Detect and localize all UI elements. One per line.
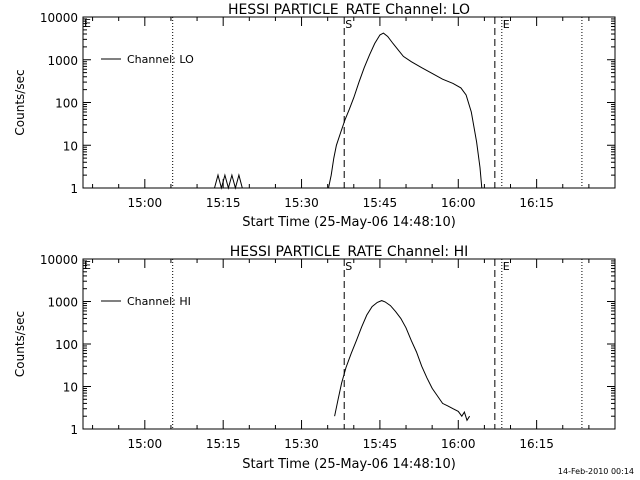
y-tick-label: 10000	[40, 11, 78, 25]
y-tick-label: 1000	[47, 296, 78, 310]
x-tick-label: 15:45	[363, 437, 398, 451]
y-axis-label: Counts/sec	[13, 311, 27, 377]
x-tick-label: 15:30	[284, 437, 319, 451]
y-tick-label: 10	[63, 381, 78, 395]
y-tick-label: 1	[70, 423, 78, 437]
vline-label: E	[503, 260, 510, 273]
series-line	[214, 32, 483, 190]
y-tick-label: 10000	[40, 253, 78, 267]
x-tick-label: 15:15	[206, 437, 241, 451]
chart-panel-2: HESSI PARTICLE_RATE Channel: HI 1 10 100 100…	[13, 244, 616, 472]
chart-title: HESSI PARTICLE_RATE Channel: LO	[228, 2, 470, 18]
plot-frame	[82, 16, 616, 189]
x-tick-label: 15:45	[363, 196, 398, 210]
corner-mark: E	[84, 17, 91, 30]
x-tick-label: 15:15	[206, 196, 241, 210]
x-axis-label: Start Time (25-May-06 14:48:10)	[242, 215, 456, 230]
plot-frame	[82, 258, 616, 430]
y-tick-label: 1000	[47, 54, 78, 68]
x-tick-label: 15:00	[128, 196, 163, 210]
y-tick-label: 1	[70, 182, 78, 196]
y-tick-label: 10	[63, 139, 78, 153]
x-tick-label: 16:15	[519, 437, 554, 451]
series-line	[334, 300, 471, 422]
y-tick-label: 100	[55, 97, 78, 111]
x-tick-label: 16:00	[441, 437, 476, 451]
y-axis-label: Counts/sec	[13, 69, 27, 135]
y-tick-label: 100	[55, 338, 78, 352]
chart-panel-1: HESSI PARTICLE_RATE Channel: LO 1 10 100 100…	[13, 2, 616, 230]
legend-label: Channel: HI	[127, 295, 191, 308]
legend-label: Channel: LO	[127, 53, 194, 66]
x-tick-label: 16:00	[441, 196, 476, 210]
chart-title: HESSI PARTICLE_RATE Channel: HI	[230, 244, 468, 260]
x-tick-label: 16:15	[519, 196, 554, 210]
x-axis-label: Start Time (25-May-06 14:48:10)	[242, 457, 456, 472]
vline-label: S	[345, 18, 352, 31]
vline-label: E	[503, 18, 510, 31]
x-tick-label: 15:30	[284, 196, 319, 210]
x-tick-label: 15:00	[128, 437, 163, 451]
corner-mark: E	[84, 259, 91, 272]
timestamp-footer: 14-Feb-2010 00:14	[557, 467, 634, 476]
vline-label: S	[345, 260, 352, 273]
